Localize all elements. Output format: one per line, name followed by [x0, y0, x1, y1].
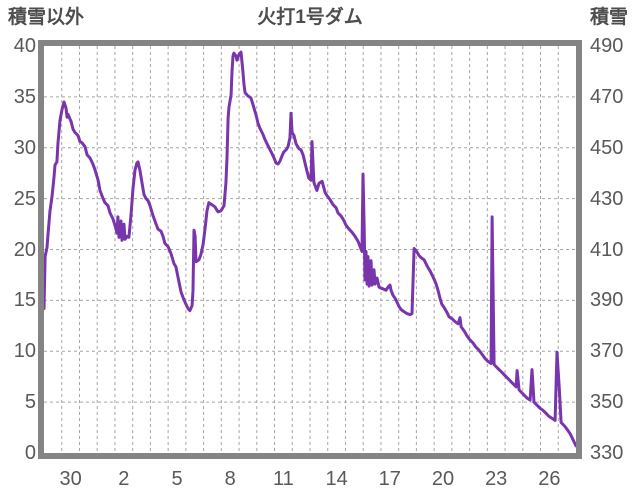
y-axis-left-tick-label: 15: [13, 289, 36, 312]
x-axis-tick-label: 11: [273, 468, 294, 490]
y-axis-left-tick-label: 0: [24, 442, 36, 464]
line-chart-canvas: [44, 46, 576, 453]
y-axis-right-tick-label: 390: [590, 289, 624, 312]
x-axis-tick-label: 5: [171, 468, 183, 490]
y-axis-left-tick-label: 25: [13, 187, 36, 210]
plot-area-border: [38, 40, 582, 459]
y-axis-left-tick-label: 5: [24, 391, 36, 414]
y-axis-right-tick-label: 410: [590, 238, 624, 261]
x-axis-tick-label: 26: [538, 468, 561, 490]
y-axis-left-tick-label: 40: [13, 35, 36, 57]
left-axis-title: 積雪以外: [8, 7, 85, 28]
chart-title: 火打1号ダム: [257, 7, 363, 28]
y-axis-left-tick-label: 35: [13, 85, 36, 108]
x-axis-tick-label: 8: [224, 468, 236, 490]
right-axis-title: 積雪: [589, 7, 628, 28]
x-axis-tick-label: 30: [59, 468, 82, 490]
y-axis-right-tick-label: 450: [590, 136, 624, 159]
x-axis-tick-label: 2: [118, 468, 130, 490]
y-axis-left-tick-label: 20: [13, 238, 36, 261]
x-axis-tick-label: 20: [431, 468, 455, 490]
y-axis-right-tick-label: 350: [590, 391, 624, 414]
y-axis-right-tick-label: 470: [590, 85, 624, 108]
x-axis-tick-label: 14: [325, 468, 348, 490]
x-axis-tick-label: 17: [378, 468, 401, 490]
y-axis-right-tick-label: 330: [590, 442, 624, 464]
y-axis-left-tick-label: 10: [13, 340, 36, 363]
y-axis-right-tick-label: 370: [590, 340, 624, 363]
x-axis-tick-label: 23: [485, 468, 508, 490]
series-line: [44, 50, 576, 448]
y-axis-right-tick-label: 430: [590, 187, 624, 210]
y-axis-left-tick-label: 30: [13, 136, 36, 159]
y-axis-right-tick-label: 490: [590, 35, 624, 57]
